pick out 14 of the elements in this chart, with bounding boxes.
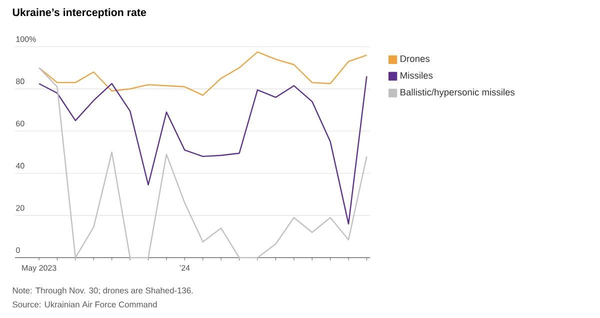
y-tick-label: 100% — [16, 36, 36, 42]
y-tick-label: 0 — [16, 247, 20, 253]
source-note: Source: Ukrainian Air Force Command — [12, 301, 157, 308]
text: Note: Through Nov. 30; drones are Shahed-136. — [12, 287, 193, 296]
y-tick-label: 20 — [16, 205, 24, 211]
legend-label: Drones — [400, 55, 430, 62]
chart-title: Ukraine’s interception rate — [12, 8, 146, 18]
y-tick-label: 40 — [16, 162, 24, 169]
legend-label: Ballistic/hypersonic missiles — [400, 88, 515, 98]
legend-label: Missiles — [400, 72, 433, 79]
y-tick-label: 80 — [16, 78, 24, 84]
x-tick-label: ’24 — [180, 265, 190, 271]
y-tick-label: 60 — [16, 120, 24, 126]
x-tick-label: May 2023 — [22, 265, 56, 272]
